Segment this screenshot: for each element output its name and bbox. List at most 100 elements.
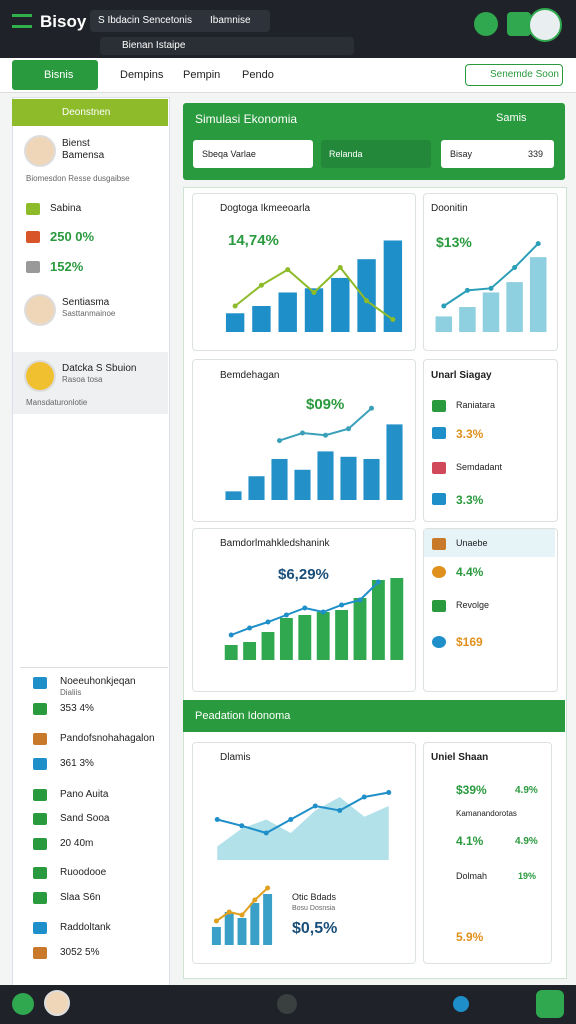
- list-item[interactable]: Sand Sooa: [60, 813, 110, 824]
- chart: [214, 790, 392, 860]
- menu-icon[interactable]: [12, 14, 32, 28]
- list-value: 3.3%: [456, 493, 484, 507]
- bar: [335, 610, 349, 660]
- list-value: 4.9%: [515, 836, 538, 847]
- icon: [26, 203, 40, 215]
- list-value: Slaa S6n: [60, 892, 101, 903]
- bar: [435, 316, 453, 332]
- list-item[interactable]: Noeeuhonkjeqan: [60, 676, 136, 687]
- chart: [225, 240, 403, 332]
- icon: [432, 462, 446, 474]
- card-title: Dlamis: [220, 752, 251, 763]
- bar: [252, 306, 271, 332]
- bar: [248, 476, 265, 500]
- line-point: [320, 609, 326, 615]
- card-value: $09%: [306, 396, 345, 413]
- card-value: $6,29%: [278, 566, 329, 583]
- bar: [529, 257, 547, 332]
- card-sub: Otic Bdads: [292, 892, 337, 902]
- list-item[interactable]: Raddoltank: [60, 922, 111, 933]
- active-tab[interactable]: [12, 60, 98, 90]
- line-point: [252, 897, 258, 903]
- input-label: Relanda: [329, 149, 363, 159]
- bar: [279, 618, 293, 660]
- line-point: [375, 579, 381, 585]
- main-menu[interactable]: Samis: [496, 112, 527, 124]
- icon: [432, 600, 446, 612]
- icon: [432, 400, 446, 412]
- input[interactable]: [441, 140, 554, 168]
- card-value: $13%: [436, 234, 472, 250]
- bar: [353, 598, 367, 660]
- line-point: [247, 625, 253, 631]
- list-value: 4.9%: [515, 785, 538, 796]
- line-point: [214, 817, 220, 822]
- bar: [211, 927, 221, 945]
- input[interactable]: [193, 140, 313, 168]
- list-item[interactable]: Pano Auita: [60, 789, 109, 800]
- user-avatar[interactable]: [528, 8, 562, 42]
- bar: [298, 615, 312, 660]
- avatar: [44, 990, 70, 1016]
- play-button[interactable]: [507, 12, 531, 36]
- section-header: [183, 700, 565, 732]
- line-point: [346, 426, 351, 432]
- nav-link[interactable]: Pendo: [242, 69, 274, 81]
- avatar: [24, 294, 56, 326]
- card-title: Unarl Siagay: [431, 370, 492, 381]
- list-item: Raniatara: [456, 400, 496, 410]
- line-point: [364, 298, 370, 304]
- line-point: [512, 265, 518, 271]
- line-point: [337, 808, 343, 813]
- line-point: [390, 317, 396, 323]
- bar: [459, 307, 476, 332]
- line-point: [339, 602, 345, 608]
- bar: [304, 288, 324, 332]
- list-value: 20 40m: [60, 838, 94, 849]
- action-button[interactable]: [536, 990, 564, 1018]
- card-value: $0,5%: [292, 920, 338, 937]
- bar: [263, 894, 273, 945]
- search-tag: Ibamnise: [210, 15, 251, 26]
- input[interactable]: [321, 140, 431, 168]
- list-item[interactable]: Ruoodooe: [60, 867, 107, 878]
- bar: [363, 458, 380, 500]
- sub-search[interactable]: [100, 37, 354, 55]
- nav-button-label: Senemde Soon: [490, 69, 559, 80]
- line-point: [239, 823, 245, 829]
- line-point: [228, 632, 234, 638]
- search-box[interactable]: [90, 10, 270, 32]
- icon: [33, 922, 47, 934]
- line: [217, 791, 389, 835]
- profile-name: Bienst: [62, 138, 90, 149]
- icon: [26, 261, 40, 273]
- bar: [278, 292, 297, 332]
- line-point: [213, 918, 219, 924]
- chart: [225, 405, 403, 500]
- profile-name: Datcka S Sbuion: [62, 363, 137, 374]
- line-point: [312, 803, 318, 809]
- area: [217, 797, 389, 860]
- line-point: [226, 909, 232, 915]
- center-button[interactable]: [277, 994, 297, 1014]
- stat-value: 152%: [50, 259, 84, 274]
- list-value: 3052 5%: [60, 947, 100, 958]
- line-point: [277, 438, 282, 444]
- list-item: Revolge: [456, 600, 490, 610]
- nav-link[interactable]: Dempins: [120, 69, 164, 81]
- icon: [33, 733, 47, 745]
- bar: [225, 491, 242, 500]
- line-point: [361, 794, 367, 800]
- line-point: [300, 430, 305, 436]
- line-point: [288, 817, 294, 822]
- sub-search-text: Bienan Istaipe: [122, 40, 186, 51]
- profile-role: Bamensa: [62, 150, 105, 161]
- list-item[interactable]: Pandofsnohahagalon: [60, 733, 155, 744]
- nav-button[interactable]: [465, 64, 563, 86]
- line-point: [441, 303, 447, 309]
- card-value: 14,74%: [228, 232, 279, 249]
- icon-button[interactable]: [474, 12, 498, 36]
- home-button[interactable]: [12, 993, 34, 1015]
- nav-link[interactable]: Pempin: [183, 69, 221, 81]
- card-title: Doonitin: [431, 203, 468, 214]
